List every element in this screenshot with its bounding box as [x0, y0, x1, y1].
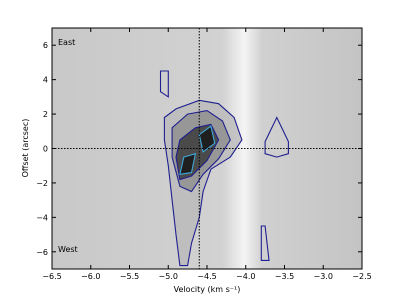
contour — [198, 125, 216, 153]
x-tick-label: −3.0 — [314, 272, 333, 281]
contour — [159, 70, 169, 98]
annotation: West — [58, 245, 78, 254]
x-axis-label: Velocity (km s⁻¹) — [174, 285, 241, 294]
y-tick-label: −4 — [36, 213, 48, 222]
x-tick-label: −2.5 — [352, 272, 371, 281]
x-tick-label: −6.0 — [81, 272, 100, 281]
y-tick-label: 2 — [43, 110, 48, 119]
y-axis-label: Offset (arcsec) — [21, 119, 30, 178]
y-tick-label: 6 — [43, 41, 48, 50]
y-tick-label: −2 — [36, 179, 48, 188]
contour — [260, 225, 270, 261]
x-tick-label: −4.0 — [236, 272, 255, 281]
y-tick-label: 4 — [43, 76, 48, 85]
x-tick-label: −6.5 — [42, 272, 61, 281]
annotation: East — [58, 38, 75, 47]
contour — [179, 152, 197, 175]
x-tick-label: −4.5 — [197, 272, 216, 281]
x-tick-label: −3.5 — [275, 272, 294, 281]
x-tick-label: −5.5 — [120, 272, 139, 281]
y-tick-label: 0 — [43, 145, 48, 154]
contour — [264, 116, 289, 158]
x-tick-label: −5.0 — [159, 272, 178, 281]
y-tick-label: −6 — [36, 248, 48, 257]
